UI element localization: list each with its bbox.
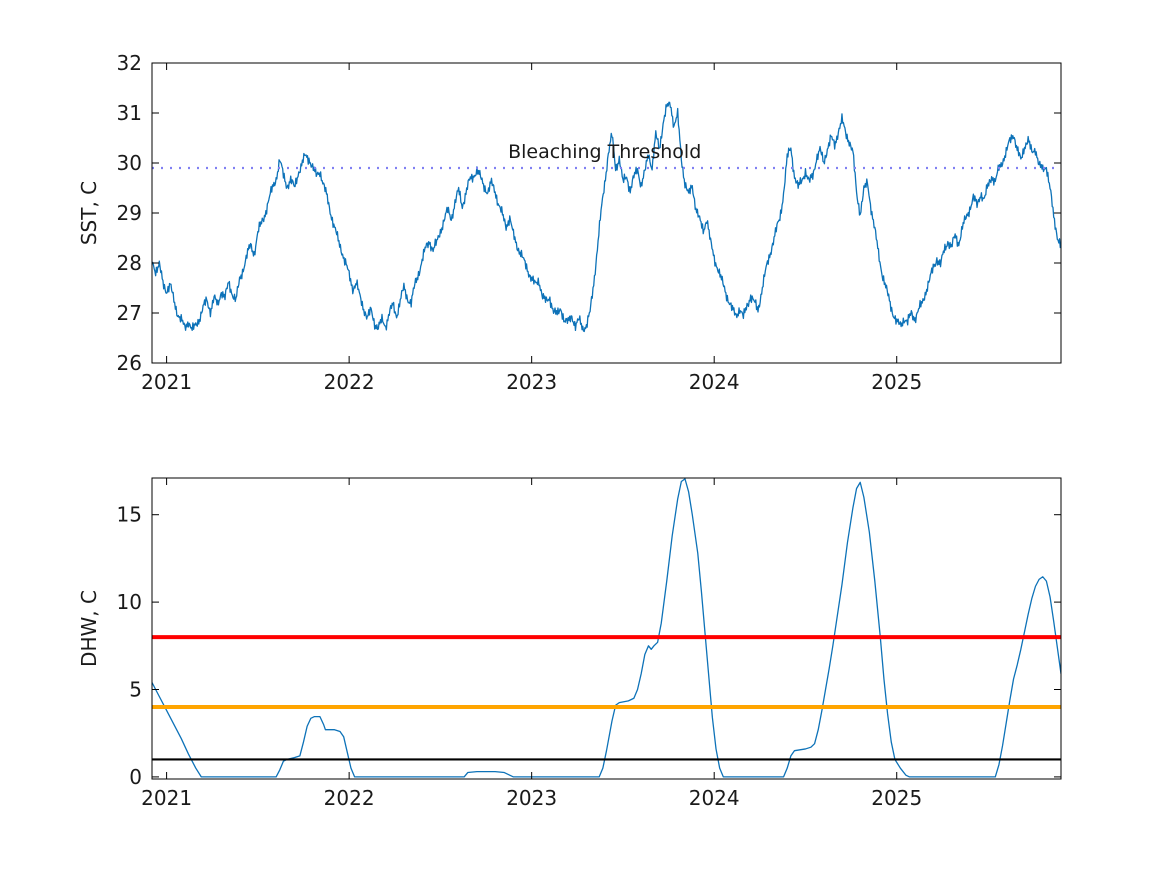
x-tick-label: 2022 — [324, 370, 375, 394]
y-tick-label: 29 — [117, 201, 142, 225]
sst-axis-label: SST, C — [77, 181, 101, 245]
x-tick-label: 2024 — [689, 370, 740, 394]
dhw-line — [152, 478, 1061, 778]
x-tick-label: 2025 — [871, 370, 922, 394]
plot-area — [152, 478, 1061, 778]
bleaching-threshold-annotation: Bleaching Threshold — [508, 141, 701, 163]
x-tick-label: 2021 — [141, 786, 192, 810]
sst-axes: 2021 2022 2023 2024 2025 26 27 28 29 30 31 32 SST, C… — [77, 51, 1062, 394]
y-tick-label: 26 — [117, 351, 142, 375]
dhw-axes: 2021 2022 2023 2024 2025 0 5 10 15 DHW, C — [77, 477, 1062, 810]
y-tick-label: 31 — [117, 101, 142, 125]
sst-line — [152, 101, 1061, 333]
y-tick-label: 10 — [117, 590, 142, 614]
x-tick-label: 2021 — [141, 370, 192, 394]
x-tick-label: 2023 — [506, 370, 557, 394]
y-tick-label: 30 — [117, 151, 142, 175]
x-tick-label: 2022 — [324, 786, 375, 810]
x-tick-label: 2024 — [689, 786, 740, 810]
axes-box — [151, 62, 1062, 364]
x-tick-label: 2023 — [506, 786, 557, 810]
x-tick-label: 2025 — [871, 786, 922, 810]
plot-area — [152, 101, 1061, 333]
y-tick-label: 0 — [129, 765, 142, 789]
y-tick-label: 15 — [117, 503, 142, 527]
y-tick-label: 28 — [117, 251, 142, 275]
dhw-axis-label: DHW, C — [77, 590, 101, 667]
y-tick-label: 32 — [117, 51, 142, 75]
axes-box — [151, 477, 1062, 780]
y-tick-label: 27 — [117, 301, 142, 325]
y-tick-label: 5 — [129, 678, 142, 702]
